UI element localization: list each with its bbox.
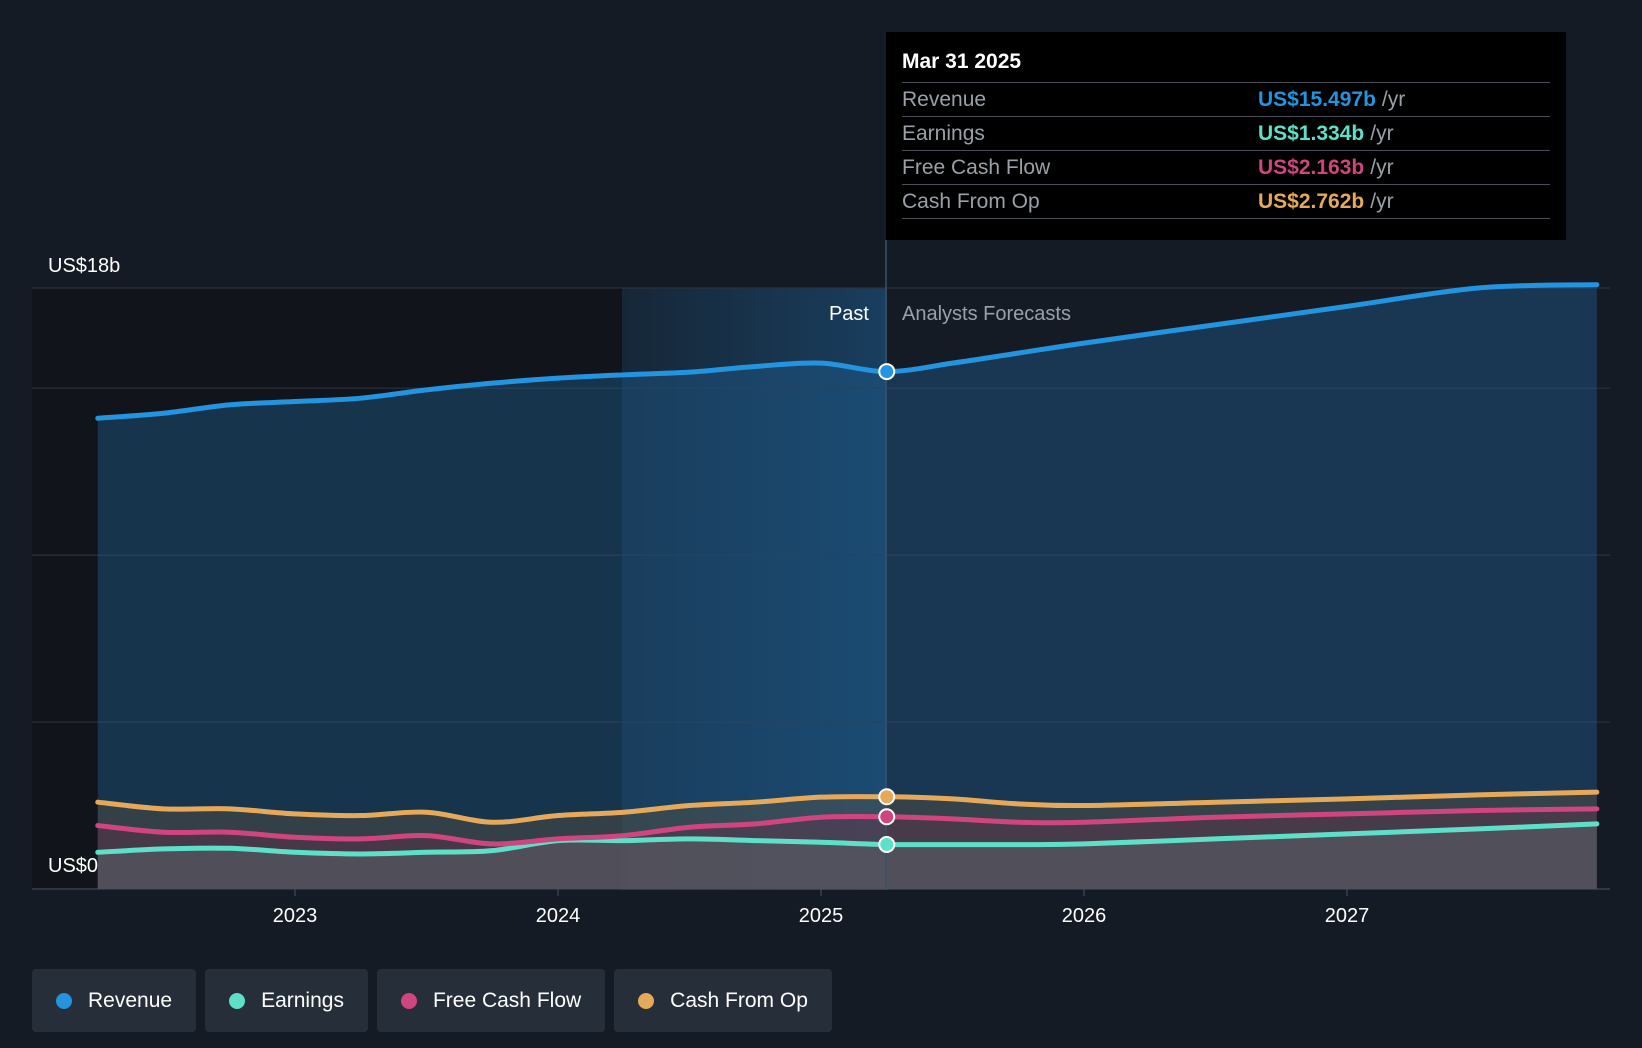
- tooltip-row-value: US$2.163b: [1258, 155, 1365, 179]
- series-lines: [95, 282, 1600, 857]
- line-revenue: [95, 282, 1600, 421]
- forecast-label: Analysts Forecasts: [902, 303, 1071, 325]
- tooltip-rows: Revenue US$15.497b/yr Earnings US$1.334b/yr…: [902, 82, 1550, 219]
- legend: Revenue Earnings Free Cash Flow Cash From O…: [32, 969, 841, 1032]
- tooltip-row-unit: /yr: [1370, 155, 1394, 179]
- tooltip-row-label: Revenue: [902, 87, 987, 111]
- tooltip-row: Revenue US$15.497b/yr: [902, 82, 1550, 116]
- marker-cash-from-op: [878, 788, 896, 806]
- x-tick-label: 2023: [273, 905, 318, 927]
- area-revenue: [97, 284, 1597, 889]
- highlight-markers: [878, 363, 896, 853]
- x-tick-label: 2026: [1062, 905, 1107, 927]
- legend-dot-icon: [400, 992, 417, 1009]
- tooltip-row-label: Cash From Op: [902, 189, 1040, 213]
- tooltip-row: Earnings US$1.334b/yr: [902, 116, 1550, 150]
- tooltip-row-unit: /yr: [1381, 87, 1406, 111]
- x-tick-label: 2024: [536, 905, 581, 927]
- gridlines: [32, 287, 1610, 723]
- tooltip-date: Mar 31 2025: [902, 50, 1022, 73]
- x-tick-label: 2027: [1325, 905, 1370, 927]
- tooltip-row-unit: /yr: [1370, 189, 1394, 213]
- tooltip-row-label: Earnings: [902, 121, 985, 145]
- y-tick-label-min: US$0: [48, 855, 98, 877]
- marker-revenue: [878, 363, 896, 381]
- x-axis-ticks: 2023 2024 2025 2026 2027: [273, 889, 1370, 927]
- legend-label: Free Cash Flow: [432, 988, 582, 1012]
- legend-item-cash-from-op[interactable]: Cash From Op: [614, 969, 832, 1032]
- legend-label: Earnings: [261, 988, 344, 1012]
- legend-dot-icon: [56, 992, 72, 1009]
- tooltip-row-unit: /yr: [1370, 121, 1394, 145]
- line-cash-from-op: [95, 789, 1600, 825]
- tooltip-row-value: US$2.762b: [1258, 189, 1365, 213]
- marker-free-cash-flow: [878, 808, 896, 826]
- legend-label: Cash From Op: [670, 988, 808, 1012]
- legend-item-revenue[interactable]: Revenue: [32, 969, 197, 1032]
- x-tick-label: 2025: [799, 905, 844, 927]
- tooltip-row-value: US$1.334b: [1258, 121, 1365, 145]
- line-free-cash-flow: [95, 806, 1600, 847]
- tooltip-row-label: Free Cash Flow: [902, 155, 1051, 179]
- y-tick-label-max: US$18b: [48, 255, 120, 277]
- legend-label: Revenue: [88, 988, 173, 1012]
- series-areas: [97, 284, 1597, 889]
- legend-dot-icon: [638, 992, 655, 1009]
- tooltip-row-value: US$15.497b: [1258, 87, 1376, 111]
- tooltip: Mar 31 2025 Revenue US$15.497b/yr Earnings…: [886, 32, 1566, 240]
- past-label: Past: [829, 303, 869, 325]
- tooltip-row: Free Cash Flow US$2.163b/yr: [902, 150, 1550, 184]
- legend-dot-icon: [229, 992, 246, 1009]
- marker-earnings: [878, 835, 896, 853]
- tooltip-row: Cash From Op US$2.762b/yr: [902, 184, 1550, 219]
- line-earnings: [95, 821, 1600, 857]
- legend-item-free-cash-flow[interactable]: Free Cash Flow: [376, 969, 606, 1032]
- legend-item-earnings[interactable]: Earnings: [205, 969, 368, 1032]
